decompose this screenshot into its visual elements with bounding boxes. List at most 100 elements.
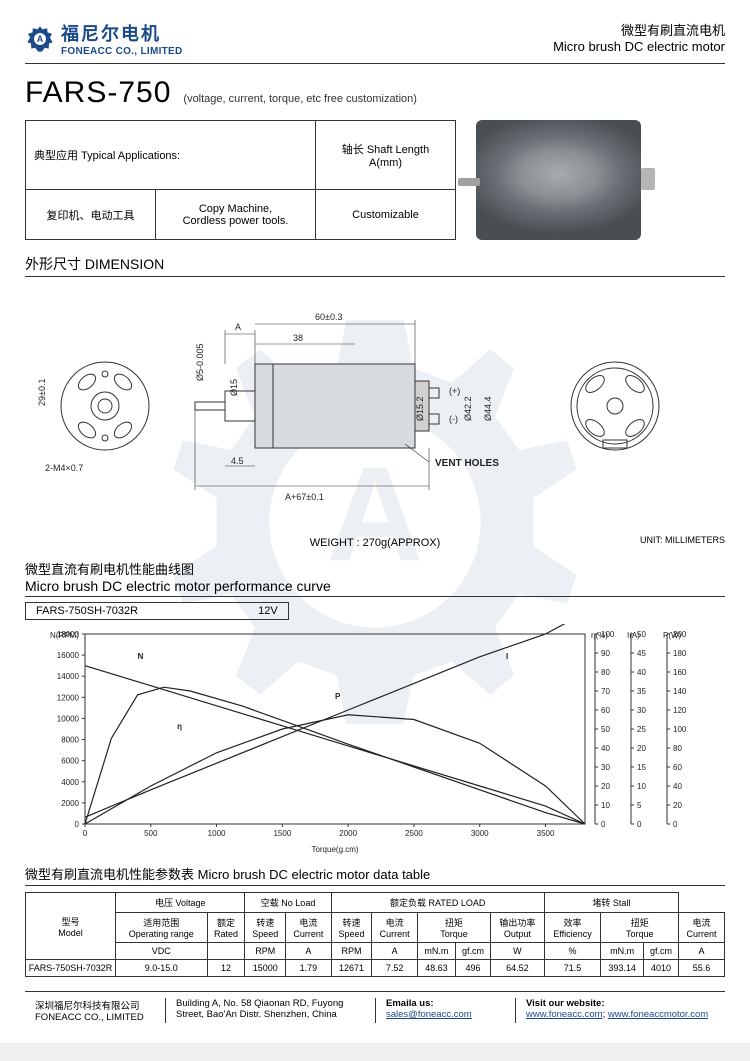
data-table: 型号 Model电压 Voltage空载 No Load额定负载 RATED L… bbox=[25, 892, 725, 977]
footer-web-hdr: Visit our website: bbox=[526, 998, 715, 1009]
svg-text:Ø44.4: Ø44.4 bbox=[483, 396, 493, 421]
svg-text:A+67±0.1: A+67±0.1 bbox=[285, 492, 324, 502]
svg-text:90: 90 bbox=[601, 649, 610, 658]
svg-text:38: 38 bbox=[293, 333, 303, 343]
footer-web1[interactable]: www.foneacc.com bbox=[526, 1009, 603, 1020]
svg-text:2-M4×0.7: 2-M4×0.7 bbox=[45, 463, 83, 473]
svg-text:60: 60 bbox=[673, 763, 682, 772]
page-header: A 福尼尔电机 FONEACC CO., LIMITED 微型有刷直流电机 Mi… bbox=[25, 20, 725, 64]
app-cn: 复印机、电动工具 bbox=[26, 190, 156, 240]
svg-text:Ø42.2: Ø42.2 bbox=[463, 396, 473, 421]
svg-text:25: 25 bbox=[637, 725, 646, 734]
logo-en: FONEACC CO., LIMITED bbox=[61, 46, 183, 57]
svg-text:10: 10 bbox=[637, 782, 646, 791]
svg-text:10: 10 bbox=[601, 801, 610, 810]
svg-text:15: 15 bbox=[637, 763, 646, 772]
svg-text:A: A bbox=[235, 322, 241, 332]
svg-text:29±0.1: 29±0.1 bbox=[37, 379, 47, 406]
svg-text:(-): (-) bbox=[449, 414, 458, 424]
svg-text:8000: 8000 bbox=[61, 736, 79, 745]
footer-addr1: Building A, No. 58 Qiaonan RD, Fuyong bbox=[176, 998, 365, 1009]
svg-text:Torque(g.cm): Torque(g.cm) bbox=[311, 845, 358, 854]
svg-text:120: 120 bbox=[673, 706, 687, 715]
svg-text:2500: 2500 bbox=[405, 829, 423, 838]
model-code: FARS-750 bbox=[25, 76, 171, 110]
svg-text:5: 5 bbox=[637, 801, 642, 810]
svg-text:4.5: 4.5 bbox=[231, 456, 244, 466]
svg-text:12000: 12000 bbox=[57, 693, 80, 702]
svg-text:140: 140 bbox=[673, 687, 687, 696]
svg-text:3500: 3500 bbox=[537, 829, 555, 838]
motor-photo bbox=[476, 120, 641, 240]
svg-text:0: 0 bbox=[601, 820, 606, 829]
performance-chart: 0500100015002000250030003500Torque(g.cm)… bbox=[25, 624, 725, 854]
svg-text:20: 20 bbox=[673, 801, 682, 810]
header-title-en: Micro brush DC electric motor bbox=[553, 39, 725, 54]
svg-text:(+): (+) bbox=[449, 386, 460, 396]
svg-text:40: 40 bbox=[673, 782, 682, 791]
footer-email[interactable]: sales@foneacc.com bbox=[386, 1009, 472, 1020]
svg-text:6000: 6000 bbox=[61, 757, 79, 766]
svg-text:500: 500 bbox=[144, 829, 158, 838]
performance-header: 微型直流有刷电机性能曲线图 Micro brush DC electric mo… bbox=[25, 559, 725, 597]
dimension-header: 外形尺寸 DIMENSION bbox=[25, 254, 725, 277]
svg-text:30: 30 bbox=[601, 763, 610, 772]
svg-text:80: 80 bbox=[673, 744, 682, 753]
svg-text:2000: 2000 bbox=[339, 829, 357, 838]
svg-text:180: 180 bbox=[673, 649, 687, 658]
svg-text:Ø5-0.005: Ø5-0.005 bbox=[195, 343, 205, 381]
svg-text:18000: 18000 bbox=[57, 630, 80, 639]
footer-addr2: Street, Bao'An Distr. Shenzhen, China bbox=[176, 1009, 365, 1020]
logo: A 福尼尔电机 FONEACC CO., LIMITED bbox=[25, 20, 183, 57]
svg-text:Ø15.2: Ø15.2 bbox=[415, 396, 425, 421]
svg-text:40: 40 bbox=[637, 668, 646, 677]
app-header: 典型应用 Typical Applications: bbox=[26, 121, 316, 190]
svg-text:45: 45 bbox=[637, 649, 646, 658]
svg-text:30: 30 bbox=[637, 706, 646, 715]
header-title-cn: 微型有刷直流电机 bbox=[553, 20, 725, 39]
svg-text:2000: 2000 bbox=[61, 799, 79, 808]
svg-text:10000: 10000 bbox=[57, 714, 80, 723]
svg-text:4000: 4000 bbox=[61, 778, 79, 787]
svg-text:70: 70 bbox=[601, 687, 610, 696]
footer: 深圳福尼尔科技有限公司 FONEACC CO., LIMITED Buildin… bbox=[25, 991, 725, 1023]
svg-text:50: 50 bbox=[637, 630, 646, 639]
svg-text:60: 60 bbox=[601, 706, 610, 715]
svg-text:60±0.3: 60±0.3 bbox=[315, 312, 342, 322]
svg-text:50: 50 bbox=[601, 725, 610, 734]
svg-text:0: 0 bbox=[637, 820, 642, 829]
svg-text:40: 40 bbox=[601, 744, 610, 753]
svg-text:η: η bbox=[177, 722, 182, 731]
svg-text:100: 100 bbox=[673, 725, 687, 734]
app-en: Copy Machine, Cordless power tools. bbox=[156, 190, 316, 240]
footer-web2[interactable]: www.foneaccmotor.com bbox=[608, 1009, 708, 1020]
svg-text:0: 0 bbox=[83, 829, 88, 838]
svg-text:VENT HOLES: VENT HOLES bbox=[435, 458, 499, 469]
svg-text:1000: 1000 bbox=[208, 829, 226, 838]
svg-text:A: A bbox=[37, 34, 44, 44]
footer-company-cn: 深圳福尼尔科技有限公司 bbox=[35, 998, 155, 1012]
svg-text:20: 20 bbox=[637, 744, 646, 753]
svg-text:I: I bbox=[506, 652, 508, 661]
svg-text:0: 0 bbox=[75, 820, 80, 829]
svg-text:N: N bbox=[138, 652, 144, 661]
svg-text:35: 35 bbox=[637, 687, 646, 696]
svg-text:P: P bbox=[335, 692, 341, 701]
svg-text:14000: 14000 bbox=[57, 672, 80, 681]
performance-model-box: FARS-750SH-7032R12V bbox=[25, 602, 289, 620]
svg-text:Ø15: Ø15 bbox=[229, 379, 239, 396]
shaft-value: Customizable bbox=[316, 190, 456, 240]
gear-icon: A bbox=[25, 24, 55, 54]
footer-company-en: FONEACC CO., LIMITED bbox=[35, 1012, 155, 1023]
shaft-header: 轴长 Shaft Length A(mm) bbox=[316, 121, 456, 190]
svg-text:1500: 1500 bbox=[273, 829, 291, 838]
svg-text:100: 100 bbox=[601, 630, 615, 639]
svg-text:20: 20 bbox=[601, 782, 610, 791]
applications-row: 典型应用 Typical Applications: 轴长 Shaft Leng… bbox=[25, 120, 725, 240]
svg-text:200: 200 bbox=[673, 630, 687, 639]
svg-text:80: 80 bbox=[601, 668, 610, 677]
svg-text:0: 0 bbox=[673, 820, 678, 829]
data-table-header: 微型有刷直流电机性能参数表 Micro brush DC electric mo… bbox=[25, 864, 725, 886]
svg-text:160: 160 bbox=[673, 668, 687, 677]
applications-table: 典型应用 Typical Applications: 轴长 Shaft Leng… bbox=[25, 120, 456, 240]
